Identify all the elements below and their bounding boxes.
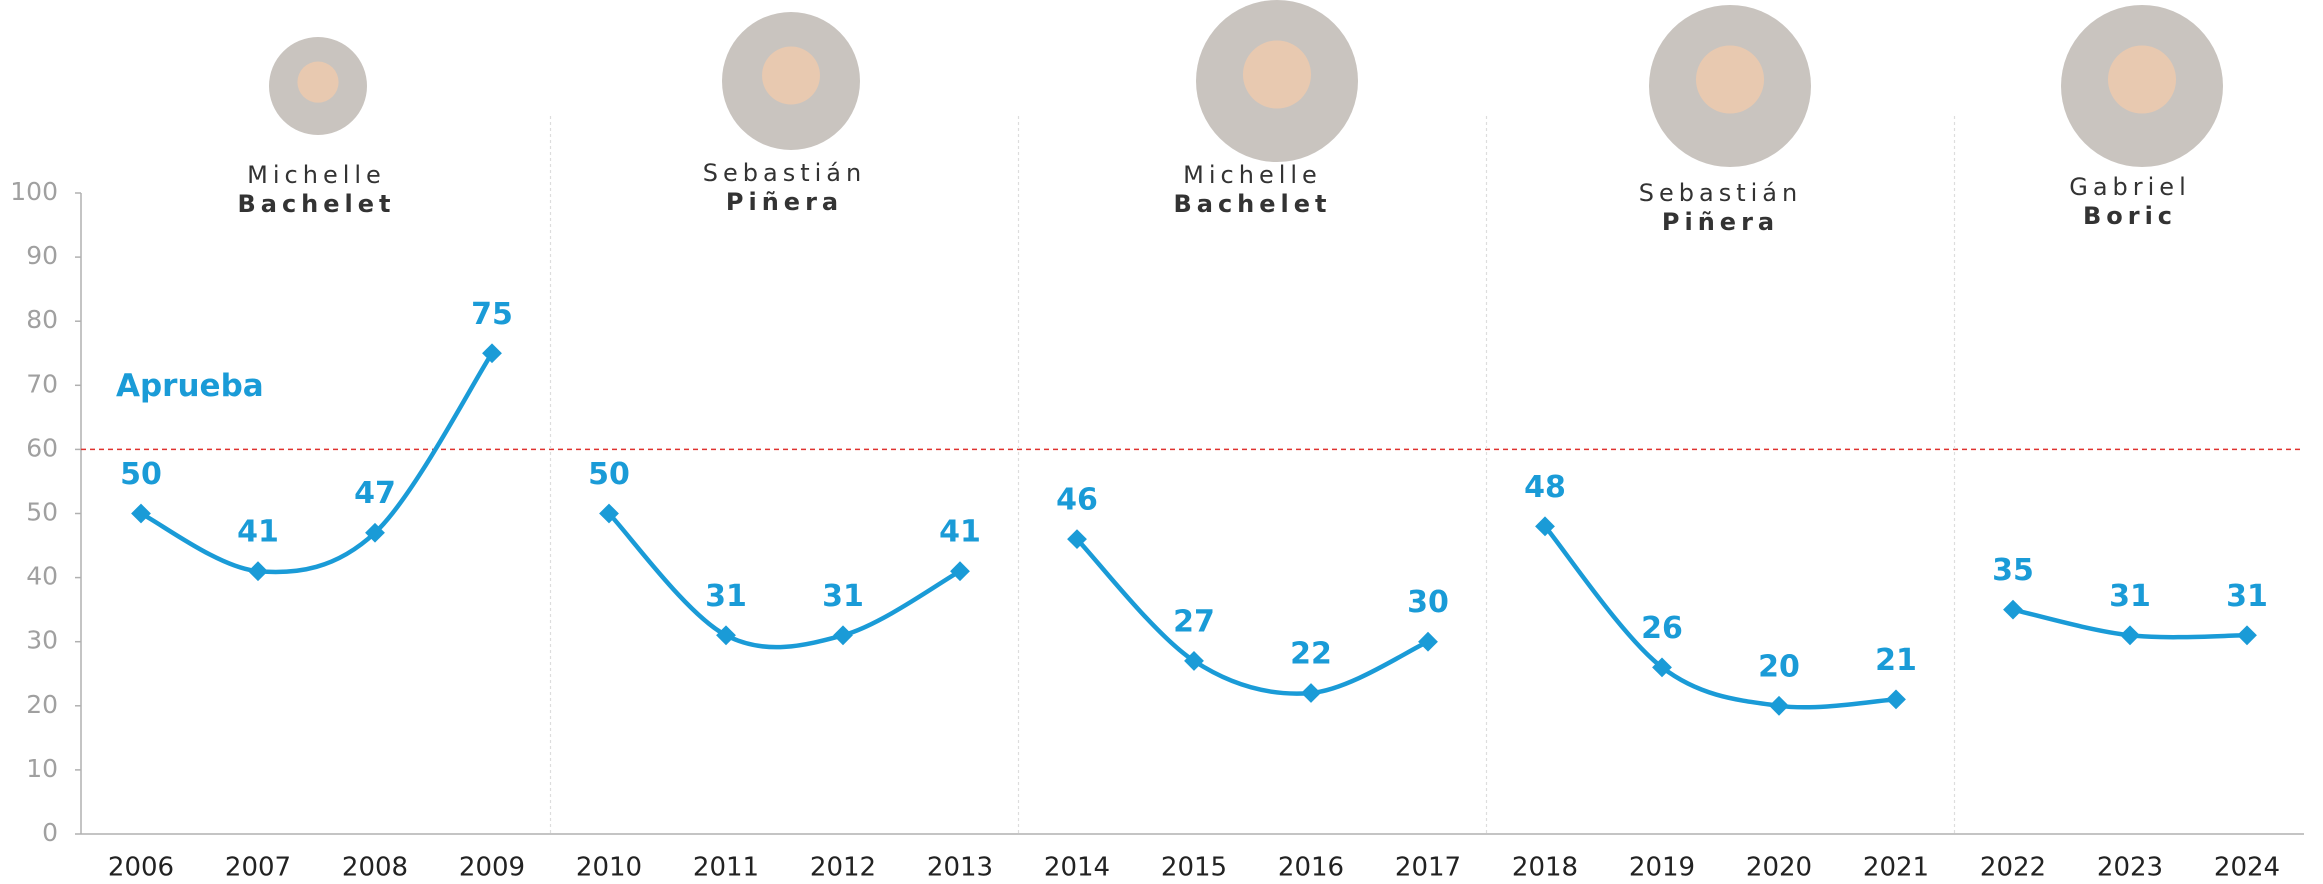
marker <box>1067 529 1087 550</box>
x-tick-label: 2010 <box>576 853 642 883</box>
x-tick-label: 2006 <box>108 853 174 883</box>
photo-face <box>1242 40 1312 109</box>
x-tick-label: 2012 <box>810 853 876 883</box>
value-label: 50 <box>120 457 162 492</box>
marker <box>248 561 268 582</box>
photo-face <box>297 61 339 103</box>
president-first-name: Gabriel <box>2069 173 2191 201</box>
president-last-name: Boric <box>2083 202 2177 230</box>
line <box>1543 524 1897 710</box>
value-label: 48 <box>1524 470 1566 505</box>
photo-face <box>762 46 820 105</box>
marker <box>599 503 619 524</box>
marker <box>1301 683 1321 703</box>
x-tick-label: 2017 <box>1395 853 1461 883</box>
photo-face <box>2107 45 2177 114</box>
y-tick-label: 50 <box>26 498 58 527</box>
president-last-name: Bachelet <box>237 190 395 218</box>
president-first-name: Michelle <box>1183 161 1322 189</box>
value-label: 31 <box>705 579 747 614</box>
value-label: 41 <box>939 515 981 550</box>
value-label: 35 <box>1992 553 2034 588</box>
marker <box>1184 651 1204 671</box>
x-tick-label: 2019 <box>1629 853 1695 883</box>
value-label: 21 <box>1875 643 1917 678</box>
x-tick-label: 2023 <box>2097 853 2163 883</box>
marker <box>1769 695 1789 716</box>
value-label: 31 <box>2226 579 2268 614</box>
x-tick-label: 2022 <box>1980 853 2046 883</box>
value-label: 47 <box>354 476 396 511</box>
x-tick-label: 2008 <box>342 853 408 883</box>
annotation: Aprueba <box>116 368 264 404</box>
marker <box>833 625 853 646</box>
value-label: 41 <box>237 515 279 550</box>
line <box>139 352 494 575</box>
president-last-name: Bachelet <box>1173 190 1331 218</box>
marker <box>1652 657 1672 678</box>
marker <box>1886 689 1906 710</box>
y-tick-label: 80 <box>26 305 58 334</box>
y-tick-label: 100 <box>10 177 58 206</box>
x-tick-label: 2021 <box>1863 853 1929 883</box>
marker <box>482 343 502 364</box>
y-tick-label: 30 <box>26 626 58 655</box>
value-label: 31 <box>822 579 864 614</box>
marker <box>950 561 970 582</box>
y-tick-label: 20 <box>26 690 58 719</box>
value-label: 27 <box>1173 604 1215 639</box>
line <box>607 511 962 650</box>
value-label: 30 <box>1407 585 1449 620</box>
marker <box>716 625 736 646</box>
y-tick-label: 90 <box>26 241 58 270</box>
value-label: 50 <box>588 457 630 492</box>
value-label: 31 <box>2109 579 2151 614</box>
marker <box>2237 625 2257 646</box>
marker <box>1418 631 1438 652</box>
president-first-name: Sebastián <box>703 159 866 187</box>
y-tick-label: 0 <box>42 818 58 847</box>
x-tick-label: 2016 <box>1278 853 1344 883</box>
value-label: 20 <box>1758 649 1800 684</box>
value-label: 46 <box>1056 483 1098 518</box>
y-tick-label: 40 <box>26 562 58 591</box>
marker <box>2003 599 2023 620</box>
y-tick-label: 60 <box>26 433 58 462</box>
y-tick-label: 70 <box>26 369 58 398</box>
president-first-name: Michelle <box>247 161 386 189</box>
marker <box>1535 516 1555 537</box>
x-tick-label: 2018 <box>1512 853 1578 883</box>
x-tick-label: 2009 <box>459 853 525 883</box>
y-tick-label: 10 <box>26 754 58 783</box>
president-last-name: Piñera <box>1662 208 1779 236</box>
value-label: 75 <box>471 297 513 332</box>
line <box>1075 537 1429 696</box>
x-tick-label: 2013 <box>927 853 993 883</box>
x-tick-label: 2015 <box>1161 853 1227 883</box>
x-tick-label: 2014 <box>1044 853 1110 883</box>
x-tick-label: 2011 <box>693 853 759 883</box>
x-tick-label: 2020 <box>1746 853 1812 883</box>
value-label: 26 <box>1641 611 1683 646</box>
marker <box>131 503 151 524</box>
x-tick-label: 2007 <box>225 853 291 883</box>
photo-face <box>1695 45 1765 114</box>
president-first-name: Sebastián <box>1639 179 1802 207</box>
value-label: 22 <box>1290 636 1332 671</box>
x-tick-label: 2024 <box>2214 853 2280 883</box>
president-last-name: Piñera <box>726 188 843 216</box>
marker <box>2120 625 2140 646</box>
marker <box>365 522 385 543</box>
